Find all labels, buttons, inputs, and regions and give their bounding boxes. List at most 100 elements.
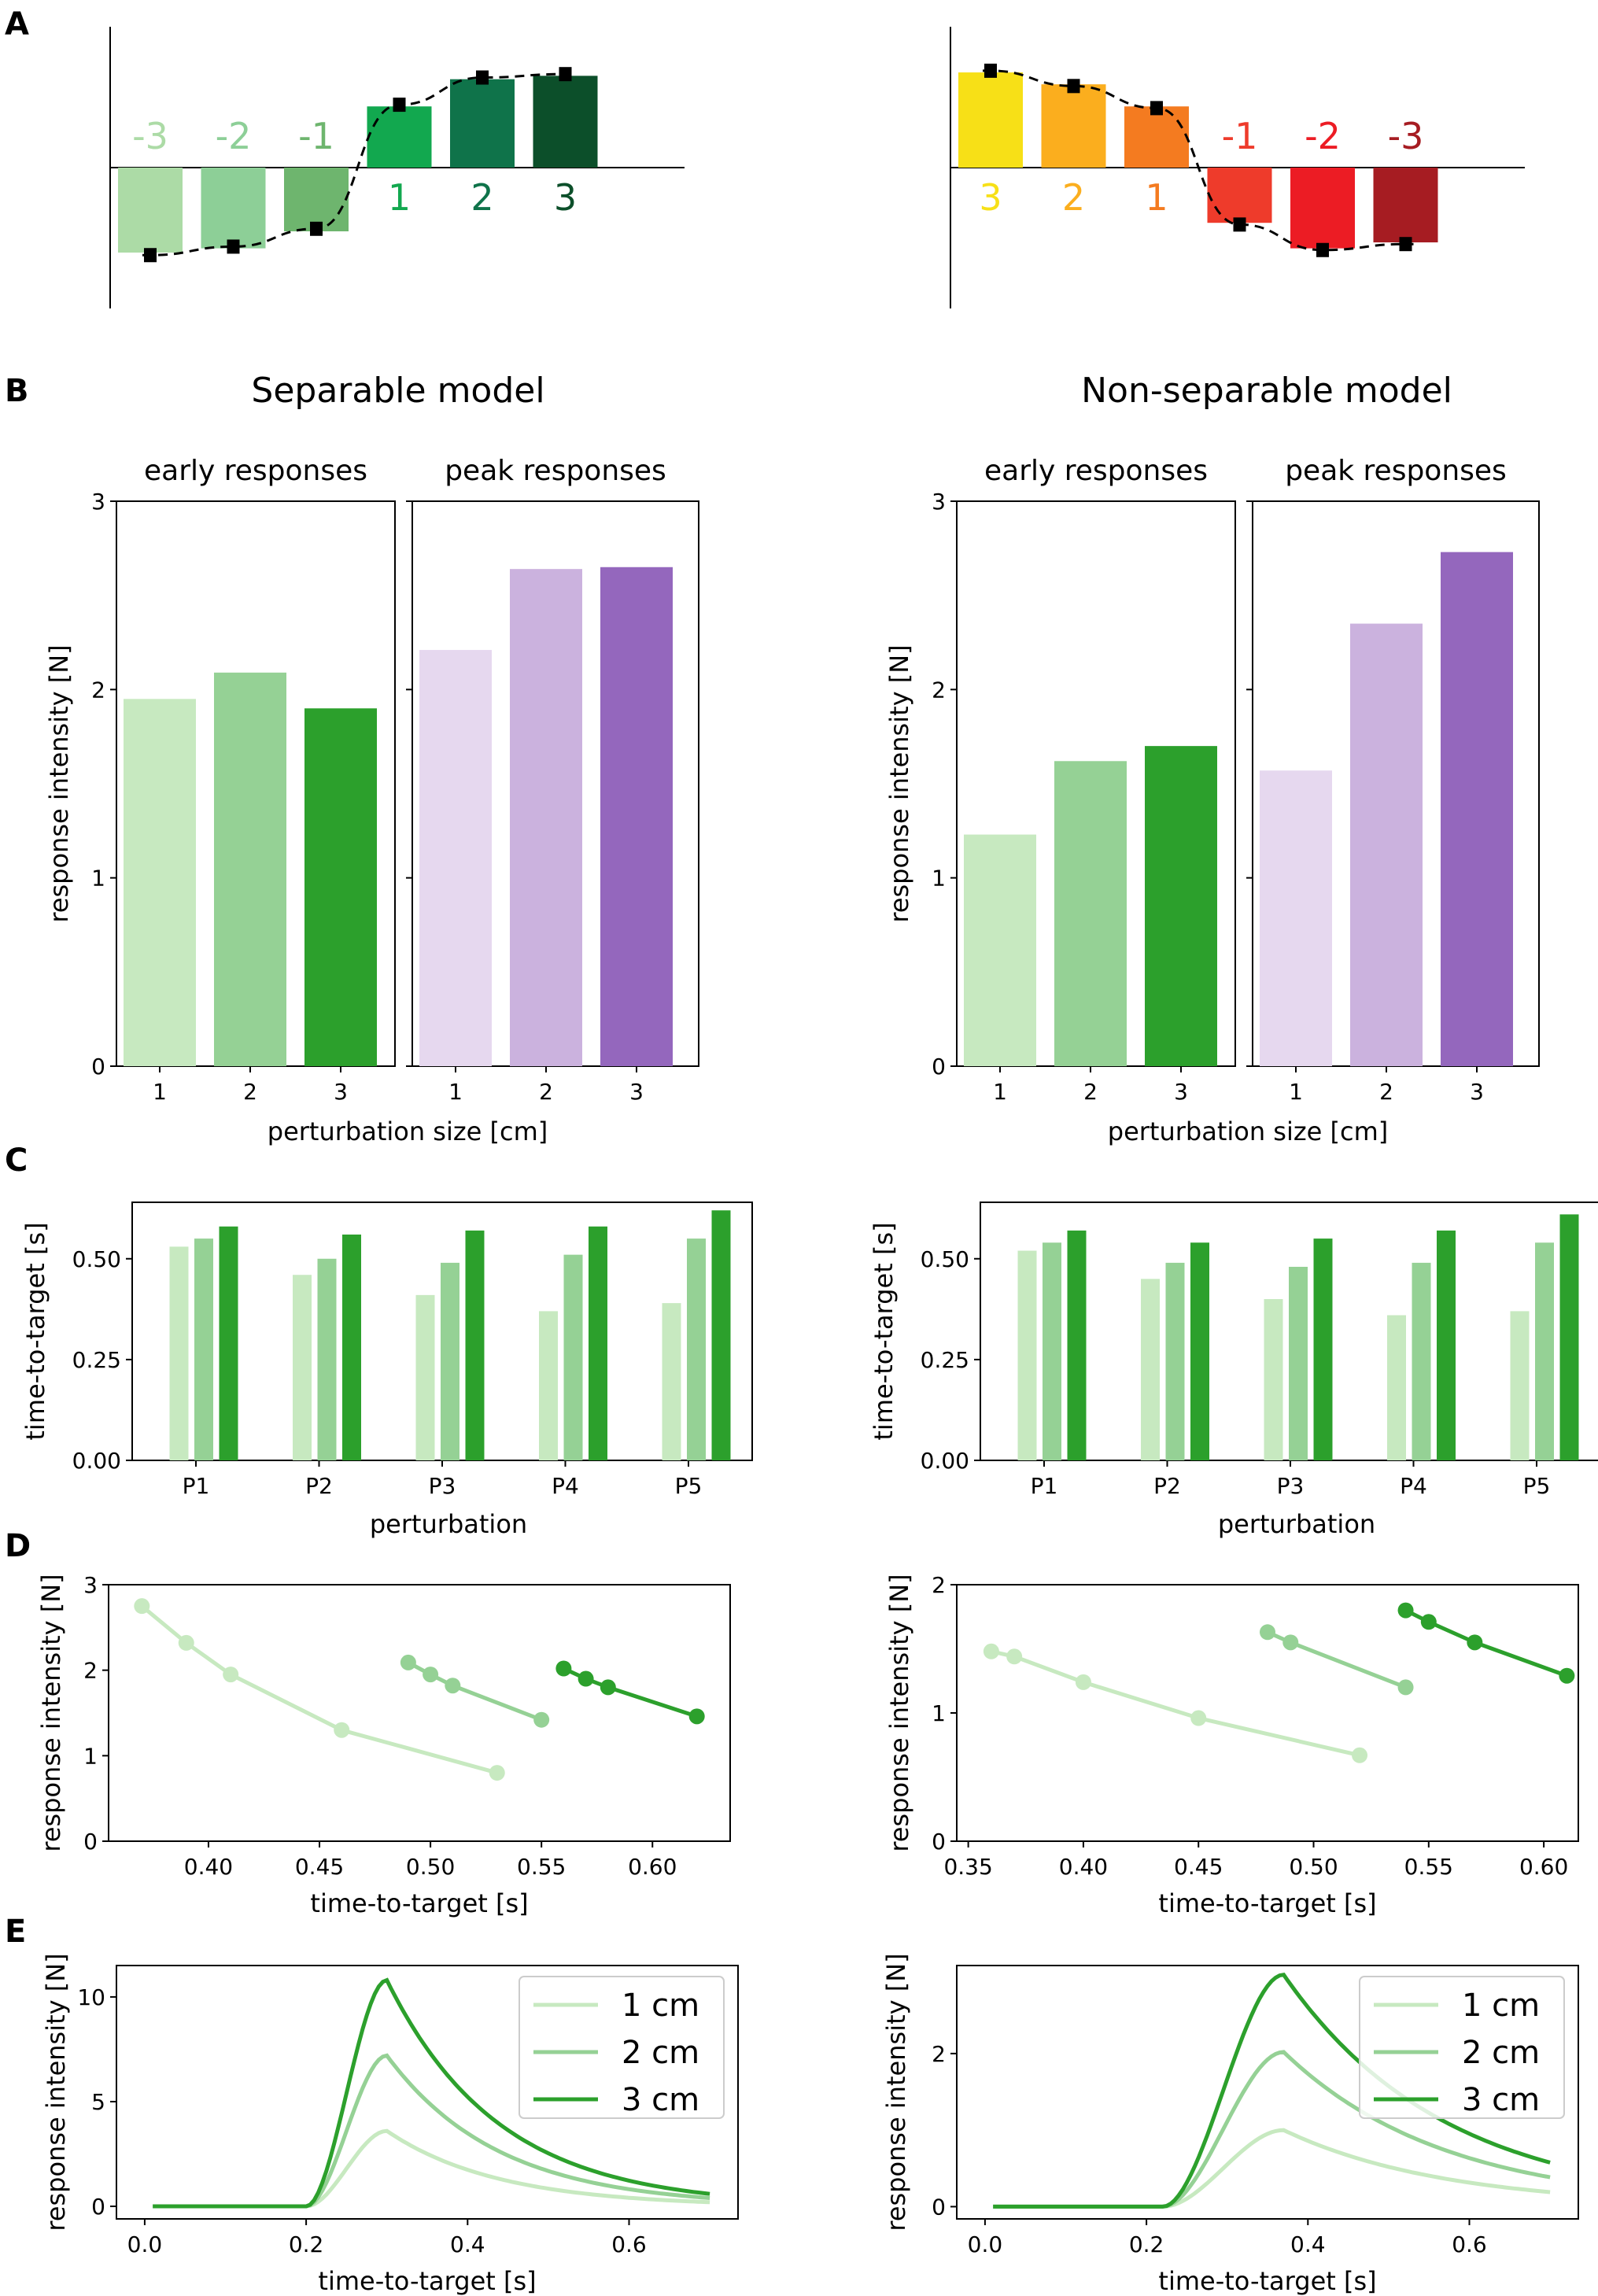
c-bar [687, 1238, 706, 1460]
a-bar-label: 3 [554, 176, 577, 219]
e-x-ticklabel: 0.6 [611, 2231, 647, 2257]
c-x-ticklabel: P4 [1400, 1473, 1427, 1499]
c-y-ticklabel: 0.25 [921, 1347, 969, 1373]
e-series-line [153, 1977, 710, 2209]
e-x-ticklabel: 0.4 [450, 2231, 485, 2257]
e-frame [956, 1965, 1579, 2220]
a-bar-label: -3 [1388, 115, 1424, 157]
d-point [134, 1598, 150, 1615]
b-left-title: Separable model [251, 371, 544, 411]
d-point [1190, 1710, 1207, 1726]
c-xlabel: perturbation [370, 1509, 527, 1539]
a-bar [533, 76, 598, 168]
d-y-ticklabel: 1 [932, 1700, 946, 1726]
c-bar [1264, 1299, 1283, 1460]
a-marker [1399, 237, 1412, 252]
d-point [1397, 1602, 1414, 1619]
e-x-ticklabel: 0.6 [1452, 2231, 1487, 2257]
a-bar [1290, 168, 1355, 249]
b-ylabel: response intensity [N] [884, 644, 914, 922]
a-bar-label: 2 [1062, 176, 1085, 219]
d-y-ticklabel: 3 [83, 1572, 98, 1598]
b-x-ticklabel: 2 [539, 1079, 553, 1105]
d-x-ticklabel: 0.50 [406, 1854, 455, 1880]
d-point [1420, 1614, 1437, 1630]
b-bar [1145, 746, 1217, 1066]
d-point [555, 1660, 572, 1677]
e-legend-label: 2 cm [1462, 2035, 1540, 2071]
e-legend-label: 1 cm [1462, 1988, 1540, 2024]
b-y-ticklabel: 2 [932, 677, 946, 703]
d-x-ticklabel: 0.55 [517, 1854, 566, 1880]
c-y-ticklabel: 0.00 [72, 1448, 121, 1474]
panel-label-c: C [5, 1142, 28, 1179]
e-legend-label: 1 cm [622, 1988, 699, 2024]
a-bar [1207, 168, 1272, 223]
e-frame [116, 1965, 739, 2220]
b-y-ticklabel: 0 [91, 1054, 105, 1080]
a-bar [1124, 106, 1189, 168]
d-point [489, 1765, 505, 1781]
c-bar [465, 1230, 485, 1460]
a-bar-label: -2 [216, 115, 252, 157]
d-point [1006, 1648, 1023, 1665]
a-bar [1041, 84, 1106, 168]
b-xlabel: perturbation size [cm] [1108, 1117, 1388, 1146]
c-bar [219, 1226, 238, 1460]
a-bar [367, 106, 432, 168]
d-point [1075, 1674, 1091, 1690]
a-marker [227, 239, 240, 254]
d-xlabel: time-to-target [s] [310, 1888, 528, 1918]
c-x-ticklabel: P2 [1153, 1473, 1181, 1499]
d-x-ticklabel: 0.40 [184, 1854, 233, 1880]
d-y-ticklabel: 0 [83, 1829, 98, 1855]
c-bar [1067, 1230, 1087, 1460]
c-bar [1141, 1279, 1160, 1460]
e-x-ticklabel: 0.4 [1290, 2231, 1326, 2257]
a-bar-label: 3 [979, 176, 1002, 219]
d-series-line [563, 1667, 698, 1718]
b-x-ticklabel: 3 [334, 1079, 348, 1105]
d-ylabel: response intensity [N] [884, 1574, 914, 1851]
a-bar-label: -1 [1222, 115, 1258, 157]
c-bar [1313, 1238, 1333, 1460]
d-x-ticklabel: 0.40 [1059, 1854, 1108, 1880]
d-x-ticklabel: 0.55 [1404, 1854, 1453, 1880]
d-point [600, 1679, 616, 1696]
d-point [400, 1654, 416, 1670]
c-ylabel: time-to-target [s] [20, 1222, 50, 1440]
b-y-ticklabel: 2 [91, 677, 105, 703]
e-y-ticklabel: 0 [91, 2194, 105, 2220]
d-x-ticklabel: 0.45 [1174, 1854, 1223, 1880]
d-point [223, 1667, 239, 1683]
c-y-ticklabel: 0.00 [921, 1448, 969, 1474]
c-ylabel: time-to-target [s] [869, 1222, 899, 1440]
b-subpanel-title: peak responses [1285, 455, 1507, 487]
d-point [1352, 1747, 1368, 1763]
a-bar [958, 72, 1023, 168]
c-bar [1510, 1311, 1530, 1460]
b-x-ticklabel: 1 [448, 1079, 463, 1105]
panel-label-e: E [5, 1914, 26, 1950]
c-bar [1289, 1267, 1308, 1460]
b-x-ticklabel: 3 [629, 1079, 644, 1105]
panel-label-b: B [5, 373, 29, 409]
c-bar [293, 1275, 312, 1460]
b-subpanel-title: early responses [144, 455, 367, 487]
e-series-line [993, 1972, 1551, 2209]
e-ylabel: response intensity [N] [881, 1953, 911, 2231]
a-bar [1373, 168, 1438, 243]
c-x-ticklabel: P4 [552, 1473, 579, 1499]
b-y-ticklabel: 3 [91, 489, 105, 515]
d-y-ticklabel: 0 [932, 1829, 946, 1855]
b-x-ticklabel: 3 [1470, 1079, 1484, 1105]
c-bar [169, 1246, 189, 1460]
d-point [1559, 1667, 1575, 1684]
c-bar [1190, 1242, 1209, 1460]
a-bar [450, 79, 515, 168]
e-xlabel: time-to-target [s] [318, 2266, 536, 2296]
c-y-ticklabel: 0.25 [72, 1347, 121, 1373]
d-point [423, 1667, 439, 1683]
e-ylabel: response intensity [N] [41, 1953, 71, 2231]
a-bar-label: 1 [388, 176, 411, 219]
